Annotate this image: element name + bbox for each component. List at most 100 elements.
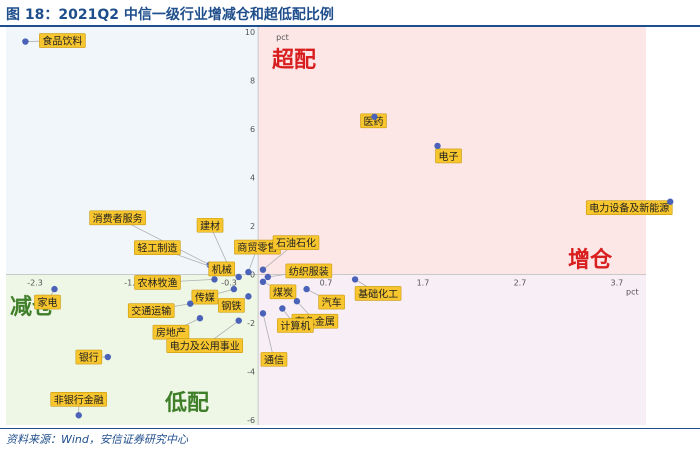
quadrant-label-increase: 增仓	[568, 247, 613, 273]
y-tick-label: 4	[250, 173, 255, 182]
data-point	[264, 273, 272, 281]
point-label: 银行	[79, 351, 99, 364]
y-tick-label: -6	[247, 416, 255, 425]
label-box	[218, 298, 245, 313]
point-label: 轻工制造	[137, 242, 177, 255]
data-point	[259, 266, 267, 273]
x-tick-label: -2.3	[27, 279, 43, 288]
data-point	[371, 113, 378, 120]
label-box	[166, 338, 244, 353]
source-note: 资料来源：Wind，安信证券研究中心	[6, 433, 188, 446]
point-label: 计算机	[280, 320, 310, 333]
data-point	[51, 285, 58, 293]
label-box	[75, 349, 103, 365]
point-label: 电力及公用事业	[170, 340, 240, 353]
scatter-chart: -2.3 -1.3 -0.3 0.7 1.7 2.7 3.7 -6 -4 -2 2 4 6 8 10 0 pct…	[6, 27, 674, 425]
data-point	[187, 300, 194, 307]
point-label: 商贸零售	[237, 241, 277, 254]
point-label: 基础化工	[358, 287, 398, 300]
x-tick-label: 0.7	[320, 279, 333, 288]
point-label: 食品饮料	[42, 35, 82, 48]
data-point	[245, 268, 252, 276]
label-box	[354, 286, 402, 301]
point-label: 房地产	[156, 326, 186, 339]
data-point	[75, 412, 82, 419]
data-point	[434, 142, 441, 150]
y-tick-label: 10	[245, 28, 255, 37]
point-label: 煤炭	[273, 286, 293, 299]
data-point	[22, 38, 29, 45]
data-point	[211, 276, 218, 283]
point-label: 通信	[264, 354, 284, 366]
label-box	[134, 240, 181, 255]
label-box	[89, 210, 146, 226]
figure-title: 图 18：2021Q2 中信一级行业增减仓和超低配比例	[6, 7, 334, 23]
point-label: 建材	[200, 219, 220, 232]
point-label: 石油石化	[276, 237, 316, 250]
label-box	[277, 318, 314, 333]
label-box	[39, 33, 86, 48]
data-point	[259, 310, 267, 317]
point-label: 农林牧渔	[137, 276, 177, 289]
label-box	[585, 200, 673, 216]
point-label: 非银行金融	[54, 393, 104, 406]
x-tick-label: -1.3	[124, 279, 140, 288]
data-point	[235, 273, 242, 281]
label-box	[196, 217, 224, 233]
quadrant-bottom-right	[258, 274, 646, 425]
quadrant-label-underweight: 低配	[164, 391, 209, 416]
point-label: 医药	[363, 116, 383, 128]
data-point	[235, 317, 242, 324]
label-box	[285, 263, 333, 279]
label-leader-line	[262, 313, 275, 360]
point-label: 交通运输	[131, 305, 171, 318]
label-box	[134, 275, 181, 290]
x-tick-label: 1.7	[417, 279, 430, 288]
label-box	[318, 294, 345, 310]
data-point	[303, 285, 310, 293]
point-label: 汽车	[322, 296, 342, 309]
y-axis-label: pct	[276, 33, 289, 42]
point-label: 电子	[439, 150, 459, 163]
label-box	[435, 148, 462, 164]
x-tick-label: 3.7	[611, 279, 624, 288]
label-box	[272, 235, 320, 250]
label-box	[208, 261, 236, 277]
data-point	[667, 198, 674, 205]
data-point	[230, 285, 238, 293]
footer-divider	[0, 428, 700, 429]
x-tick-label: -0.3	[221, 279, 237, 288]
x-axis-label: pct	[626, 288, 639, 297]
quadrant-label-overweight: 超配	[272, 48, 316, 73]
data-point	[245, 293, 252, 300]
y-tick-label: 0	[250, 271, 255, 280]
data-point	[196, 315, 204, 322]
point-label: 传媒	[195, 292, 215, 304]
quadrant-top-left	[6, 27, 259, 275]
title-divider	[0, 25, 700, 27]
figure-title-bar: 图 18：2021Q2 中信一级行业增减仓和超低配比例	[0, 0, 700, 27]
point-label: 钢铁	[221, 299, 241, 312]
data-point	[259, 278, 267, 286]
y-tick-label: -4	[247, 368, 255, 377]
label-box	[269, 284, 297, 300]
y-tick-label: 6	[250, 125, 255, 134]
data-point	[104, 353, 112, 361]
y-tick-label: -2	[247, 319, 255, 328]
y-tick-label: 8	[250, 76, 255, 85]
point-label: 消费者服务	[93, 212, 143, 225]
data-point	[351, 276, 359, 283]
data-point	[293, 298, 301, 305]
label-box	[127, 303, 175, 318]
label-box	[34, 294, 61, 310]
point-label: 纺织服装	[289, 265, 329, 278]
y-tick-label: 2	[250, 222, 255, 231]
point-label: 家电	[37, 296, 57, 309]
point-label: 电力设备及新能源	[589, 202, 669, 215]
x-tick-label: 2.7	[514, 279, 527, 288]
label-box	[260, 352, 288, 367]
data-point	[279, 305, 286, 312]
point-label: 机械	[212, 263, 232, 276]
label-box	[191, 289, 219, 305]
label-box	[50, 391, 108, 407]
